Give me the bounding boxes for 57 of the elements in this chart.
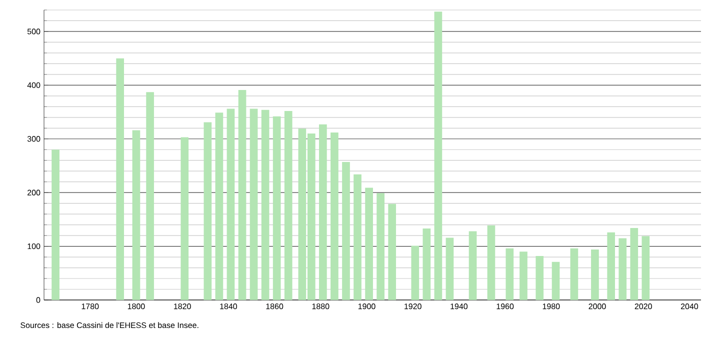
y-tick-label: 300 [27, 136, 40, 142]
x-tick-label: 1860 [266, 304, 284, 310]
bar [570, 248, 578, 300]
bar [487, 225, 496, 300]
x-tick-label: 1780 [82, 304, 99, 310]
y-tick-label: 0 [36, 297, 40, 303]
x-tick-label: 1800 [128, 304, 145, 310]
bar [536, 256, 544, 300]
x-tick-label: 2020 [634, 304, 652, 310]
bar [468, 231, 477, 300]
bar [284, 110, 292, 300]
x-tick-label: 1920 [404, 304, 422, 310]
bar [365, 188, 373, 300]
x-tick-label: 1900 [358, 304, 376, 310]
bar [261, 110, 270, 300]
y-tick-label: 400 [27, 82, 40, 88]
bar [204, 122, 212, 300]
bar [642, 236, 650, 300]
bar [215, 112, 224, 300]
bar [319, 124, 327, 300]
bar [116, 58, 124, 300]
bar [146, 92, 154, 300]
bar [434, 12, 442, 300]
y-tick-label: 500 [27, 28, 40, 34]
x-tick-label: 1880 [312, 304, 330, 310]
bar [226, 108, 235, 300]
bar [376, 193, 384, 300]
bar [354, 174, 362, 300]
x-tick-label: 2040 [680, 304, 698, 310]
x-tick-label: 1980 [542, 304, 560, 310]
bar [411, 246, 420, 300]
bar [618, 238, 627, 300]
x-tick-label: 1820 [174, 304, 191, 310]
bar [552, 262, 560, 300]
bar [520, 252, 528, 300]
bar [330, 132, 338, 300]
bar [446, 238, 454, 300]
bar [180, 137, 189, 300]
x-tick-label: 1840 [220, 304, 238, 310]
bar [607, 232, 616, 300]
bar [238, 90, 246, 300]
bar [630, 228, 638, 300]
bar [52, 150, 60, 300]
bar [250, 108, 258, 300]
x-tick-label: 1960 [496, 304, 514, 310]
bar [506, 248, 514, 300]
bar [422, 228, 431, 300]
bar [272, 116, 281, 300]
bar [132, 130, 140, 300]
y-tick-label: 100 [28, 243, 40, 250]
source-note: Sources : base Cassini de l'EHESS et base Insee. [20, 322, 198, 328]
x-tick-label: 2000 [588, 304, 606, 310]
bar [388, 204, 396, 300]
bar [342, 162, 350, 300]
y-tick-label: 200 [28, 190, 40, 196]
x-tick-label: 1940 [450, 304, 468, 310]
bar [591, 250, 599, 300]
